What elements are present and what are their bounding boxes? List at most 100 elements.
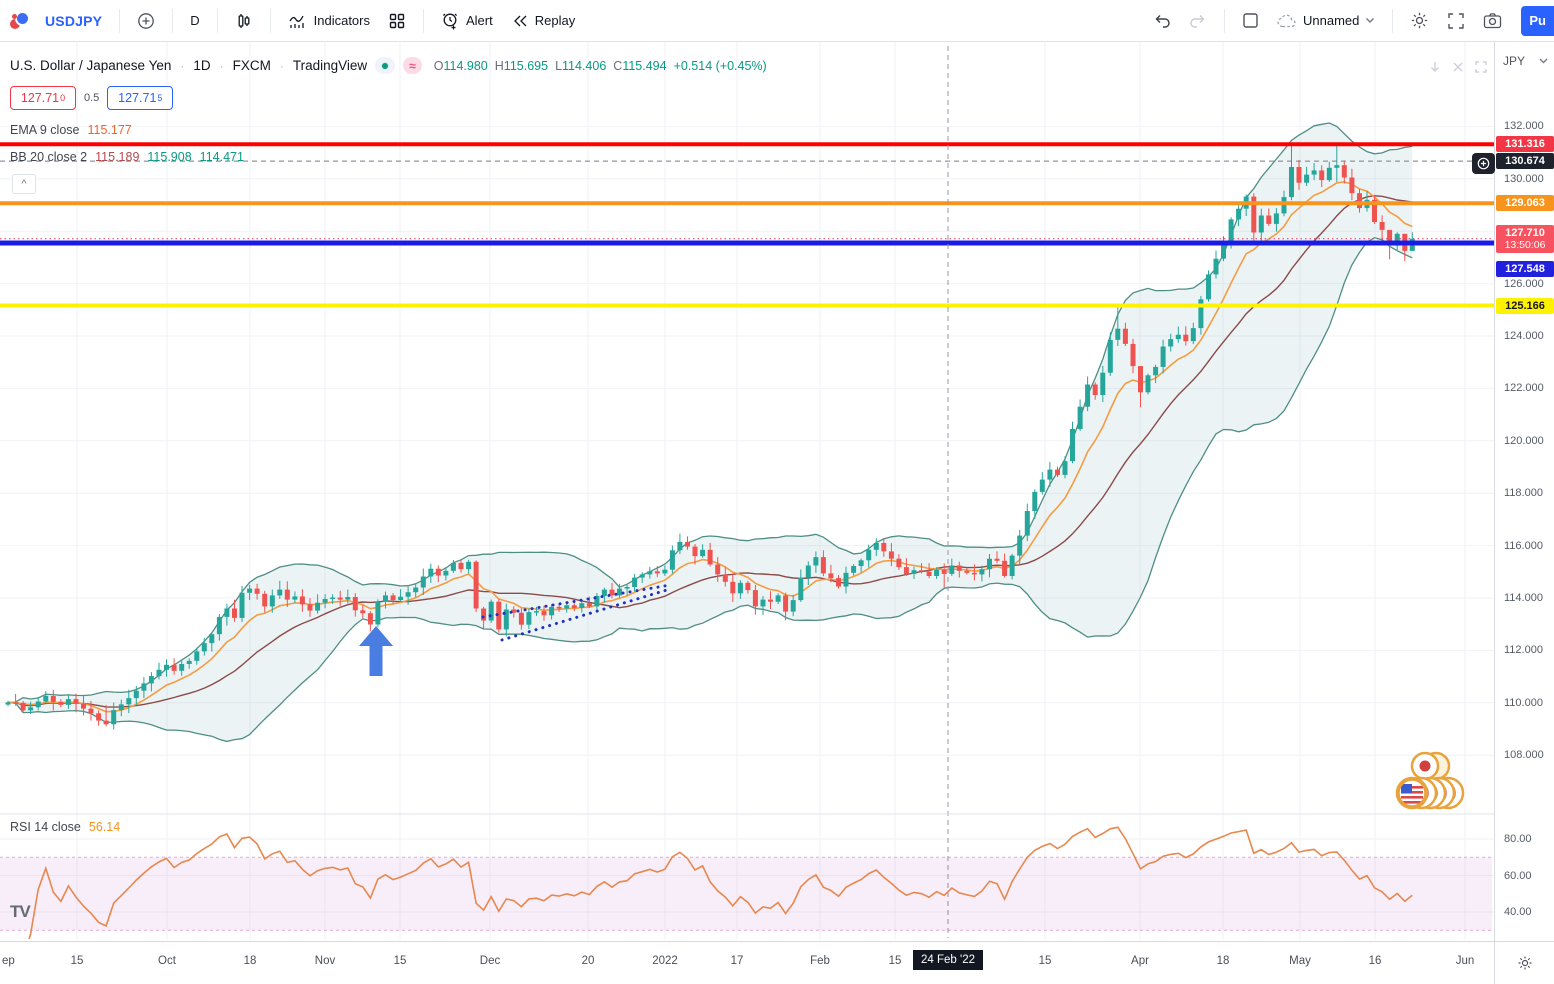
- price-tick: 116.000: [1504, 539, 1543, 552]
- market-status-pill[interactable]: [375, 57, 396, 74]
- candle-body: [979, 569, 985, 575]
- sell-button[interactable]: 127.71 0: [10, 86, 76, 110]
- candle-body: [1115, 328, 1121, 340]
- candle-body: [383, 595, 388, 602]
- alert-button[interactable]: Alert: [432, 5, 502, 37]
- candle-body: [888, 551, 894, 559]
- select-layout-button[interactable]: [1233, 5, 1268, 37]
- candle-body: [315, 602, 321, 611]
- time-tick: Apr: [1131, 955, 1149, 967]
- trendline-dotted[interactable]: [500, 587, 672, 642]
- candle-body: [473, 561, 479, 609]
- price-tick: 124.000: [1504, 330, 1544, 342]
- maximize-pane-icon[interactable]: [1474, 60, 1488, 74]
- spread-value: 0.5: [84, 92, 100, 104]
- candle-body: [1032, 491, 1038, 511]
- interval-button[interactable]: D: [190, 13, 200, 28]
- chart-settings-button[interactable]: [1401, 5, 1438, 37]
- undo-button[interactable]: [1144, 5, 1180, 37]
- candle-body: [201, 643, 207, 652]
- snapshot-button[interactable]: [1474, 5, 1511, 37]
- candle-body: [579, 603, 585, 608]
- symbol-search-button[interactable]: USDJPY: [45, 12, 103, 29]
- candle-body: [1304, 174, 1310, 183]
- close-pane-icon[interactable]: [1451, 60, 1465, 74]
- candle-body: [96, 713, 102, 721]
- rsi-tick: 80.00: [1504, 833, 1532, 845]
- candle-body: [790, 600, 796, 612]
- rsi-band: [0, 857, 1492, 931]
- candle-body: [971, 572, 977, 575]
- candle-body: [760, 599, 766, 607]
- axis-settings-gear[interactable]: [1495, 941, 1554, 984]
- candle-body: [1085, 384, 1091, 407]
- time-axis[interactable]: ep 15 Oct 18 Nov 15 Dec 20 2022 17 Feb 15 15 Apr 18 May…: [0, 941, 1494, 984]
- compare-add-button[interactable]: [128, 5, 164, 37]
- ema-legend-row[interactable]: EMA 9 close 115.177: [10, 123, 132, 137]
- redo-button[interactable]: [1180, 5, 1216, 37]
- chart-style-button[interactable]: [226, 5, 262, 37]
- candle-body: [247, 588, 253, 593]
- candle-body: [911, 570, 917, 574]
- price-level-badge[interactable]: 127.548: [1496, 261, 1554, 277]
- candle-body: [1311, 170, 1317, 175]
- buy-button[interactable]: 127.71 5: [107, 86, 174, 110]
- candle-body: [964, 570, 970, 573]
- grid-templates-icon: [388, 12, 406, 30]
- symbol-legend-row[interactable]: U.S. Dollar / Japanese Yen · 1D · FXCM ·…: [10, 57, 767, 74]
- tradingview-watermark-logo[interactable]: TV: [10, 902, 31, 921]
- time-tick: 18: [243, 955, 257, 967]
- candle-body: [1372, 199, 1377, 222]
- publish-button[interactable]: Pu: [1521, 5, 1554, 36]
- indicator-templates-button[interactable]: [379, 5, 415, 37]
- price-level-badge[interactable]: 131.316: [1496, 136, 1554, 153]
- candle-body: [1130, 343, 1136, 367]
- cloud-icon: [1277, 14, 1296, 27]
- candle-body: [209, 634, 215, 644]
- candle-body: [1357, 193, 1362, 209]
- last-price-value: 127.710: [1505, 226, 1545, 239]
- candle-body: [1017, 535, 1023, 556]
- candle-body: [1198, 299, 1204, 329]
- cloud-save-button[interactable]: Unnamed: [1268, 5, 1384, 37]
- price-axis-currency[interactable]: JPY: [1503, 54, 1548, 68]
- candle-body: [654, 571, 660, 574]
- rsi-legend-row[interactable]: RSI 14 close 56.14: [10, 820, 120, 834]
- coins-sticker[interactable]: [1395, 751, 1465, 810]
- candle-body: [805, 565, 811, 578]
- delayed-data-pill[interactable]: ≈: [403, 57, 422, 74]
- fullscreen-icon: [1448, 12, 1465, 29]
- fullscreen-button[interactable]: [1438, 5, 1474, 37]
- candle-body: [458, 562, 464, 570]
- candle-body: [1168, 339, 1174, 347]
- candle-body: [669, 550, 675, 570]
- arrow-up-annotation[interactable]: [359, 626, 393, 676]
- candle-body: [450, 562, 456, 571]
- candle-body: [700, 549, 706, 557]
- candle-body: [941, 569, 947, 574]
- price-tick: 118.000: [1504, 487, 1543, 500]
- price-level-badge[interactable]: 125.166: [1496, 297, 1554, 314]
- candle-body: [639, 574, 645, 578]
- current-price-badge: 127.710 13:50:06: [1496, 224, 1554, 253]
- candle-body: [511, 609, 517, 613]
- replay-button[interactable]: Replay: [502, 5, 584, 37]
- price-level-badge[interactable]: 130.674: [1472, 153, 1554, 175]
- legend-collapse-button[interactable]: ^: [12, 174, 36, 194]
- price-level-badge[interactable]: 129.063: [1496, 195, 1554, 212]
- add-alert-plus-button[interactable]: [1472, 153, 1495, 175]
- candle-body: [775, 595, 781, 602]
- candle-body: [398, 596, 404, 601]
- candle-body: [1341, 165, 1347, 178]
- indicators-button[interactable]: Indicators: [279, 5, 379, 37]
- bb-legend-row[interactable]: BB 20 close 2 115.189 115.908 114.471: [10, 150, 244, 164]
- candle-body: [601, 589, 607, 596]
- candle-body: [1175, 334, 1181, 340]
- price-axis[interactable]: JPY 132.000130.000128.000126.000124.0001…: [1472, 0, 1554, 984]
- candle-body: [828, 573, 834, 579]
- candle-body: [526, 612, 532, 625]
- candle-body: [752, 590, 758, 607]
- move-pane-down-icon[interactable]: [1428, 60, 1442, 74]
- candle-body: [1387, 229, 1393, 246]
